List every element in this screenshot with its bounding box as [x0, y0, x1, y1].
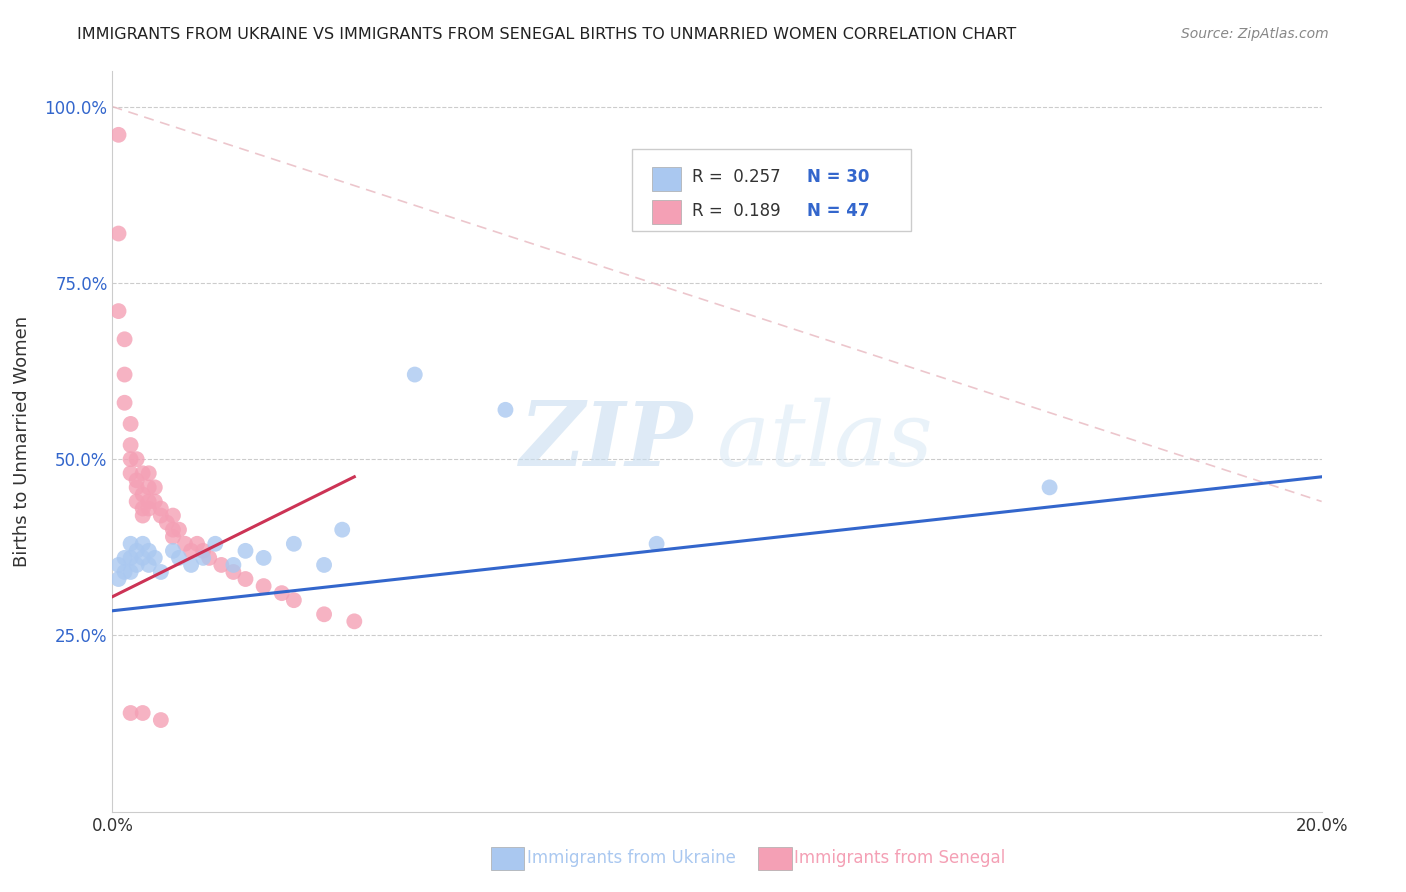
Point [120, 706, 142, 720]
Point [209, 558, 232, 572]
Point [1038, 480, 1062, 494]
Text: N = 47: N = 47 [807, 202, 869, 219]
Point [132, 706, 155, 720]
Point [149, 713, 172, 727]
Point [191, 550, 214, 565]
Point [143, 494, 166, 508]
FancyBboxPatch shape [652, 200, 681, 224]
Point [107, 128, 129, 142]
Point [180, 558, 202, 572]
Point [132, 508, 155, 523]
Point [314, 558, 336, 572]
Point [222, 558, 245, 572]
Point [149, 508, 172, 523]
Point [125, 558, 148, 572]
Point [180, 544, 202, 558]
Point [120, 452, 142, 467]
Point [125, 480, 148, 494]
Point [125, 544, 148, 558]
Point [167, 523, 190, 537]
Text: Immigrants from Ukraine: Immigrants from Ukraine [527, 849, 737, 867]
Point [253, 579, 276, 593]
FancyBboxPatch shape [652, 167, 681, 191]
Point [132, 537, 155, 551]
Point [645, 537, 668, 551]
Point [343, 615, 366, 629]
Point [120, 438, 142, 452]
Point [143, 480, 166, 494]
Point [235, 544, 257, 558]
Point [495, 402, 517, 417]
Point [162, 530, 184, 544]
Point [191, 544, 214, 558]
Y-axis label: Births to Unmarried Women: Births to Unmarried Women [13, 316, 31, 567]
FancyBboxPatch shape [633, 149, 911, 230]
Point [114, 550, 136, 565]
Point [132, 501, 155, 516]
Point [125, 452, 148, 467]
Point [120, 417, 142, 431]
Text: Immigrants from Senegal: Immigrants from Senegal [794, 849, 1005, 867]
Point [330, 523, 353, 537]
Text: IMMIGRANTS FROM UKRAINE VS IMMIGRANTS FROM SENEGAL BIRTHS TO UNMARRIED WOMEN COR: IMMIGRANTS FROM UKRAINE VS IMMIGRANTS FR… [77, 27, 1017, 42]
Text: atlas: atlas [717, 398, 932, 485]
Point [270, 586, 292, 600]
Point [162, 523, 184, 537]
Point [198, 550, 221, 565]
Point [149, 565, 172, 579]
Text: R =  0.189: R = 0.189 [692, 202, 780, 219]
Point [283, 537, 305, 551]
Point [204, 537, 226, 551]
Point [107, 227, 129, 241]
Point [114, 332, 136, 346]
Text: R =  0.257: R = 0.257 [692, 169, 780, 186]
Text: ZIP: ZIP [519, 399, 693, 484]
Point [107, 304, 129, 318]
Point [156, 516, 179, 530]
Point [162, 508, 184, 523]
Point [143, 550, 166, 565]
Point [132, 487, 155, 501]
Point [149, 501, 172, 516]
Point [253, 550, 276, 565]
Point [138, 501, 160, 516]
Point [314, 607, 336, 622]
Point [132, 467, 155, 481]
Point [235, 572, 257, 586]
Point [222, 565, 245, 579]
Point [138, 558, 160, 572]
Point [174, 537, 197, 551]
Point [186, 537, 208, 551]
Point [125, 494, 148, 508]
Point [125, 473, 148, 487]
Point [167, 550, 190, 565]
Point [107, 572, 129, 586]
Point [138, 544, 160, 558]
Point [162, 544, 184, 558]
Point [138, 467, 160, 481]
Point [114, 565, 136, 579]
Point [114, 396, 136, 410]
Point [120, 467, 142, 481]
Point [404, 368, 426, 382]
Point [132, 550, 155, 565]
Point [138, 494, 160, 508]
Point [120, 565, 142, 579]
Point [107, 558, 129, 572]
Text: Source: ZipAtlas.com: Source: ZipAtlas.com [1181, 27, 1329, 41]
Text: N = 30: N = 30 [807, 169, 869, 186]
Point [120, 550, 142, 565]
Point [120, 537, 142, 551]
Point [283, 593, 305, 607]
Point [114, 368, 136, 382]
Point [138, 480, 160, 494]
